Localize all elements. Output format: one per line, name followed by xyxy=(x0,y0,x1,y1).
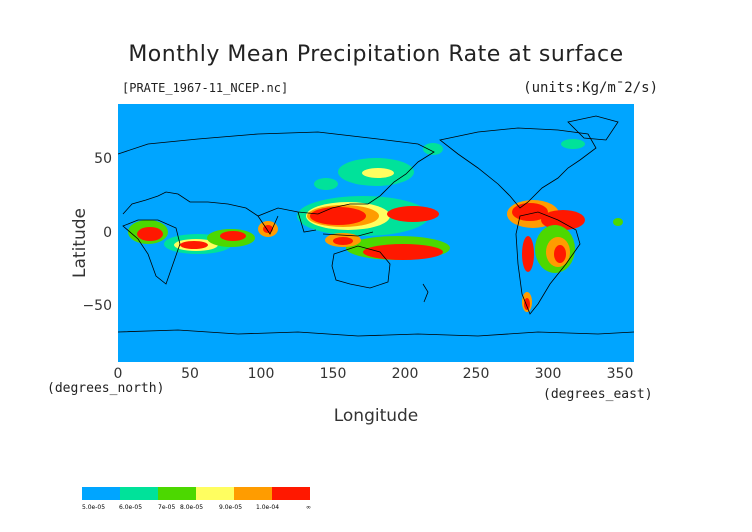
precipitation-patches xyxy=(128,139,623,312)
colorbar-label: 8.0e-05 xyxy=(180,504,204,511)
units-label: (units:Kg/m¯2/s) xyxy=(523,80,658,96)
colorbar-swatch xyxy=(196,487,234,500)
x-unit-label: (degrees_east) xyxy=(543,387,653,402)
y-unit-label: (degrees_north) xyxy=(47,381,165,396)
colorbar-label: 6.0e-05 xyxy=(119,504,143,511)
y-tick-50: 50 xyxy=(94,151,112,167)
x-axis-label: Longitude xyxy=(333,406,419,426)
x-tick-200: 200 xyxy=(391,366,419,382)
file-label: [PRATE_1967-11_NCEP.nc] xyxy=(122,81,289,95)
colorbar-label: 1.0e-04 xyxy=(256,504,280,511)
colorbar-label: ∞ xyxy=(306,504,311,511)
y-axis-label: Latitude xyxy=(70,208,90,278)
colorbar-swatch xyxy=(120,487,158,500)
colorbar-swatch xyxy=(234,487,272,500)
x-tick-300: 300 xyxy=(534,366,562,382)
coastlines xyxy=(118,115,634,337)
colorbar-label: 5.0e-05 xyxy=(82,504,106,511)
colorbar-swatch xyxy=(272,487,310,500)
colorbar xyxy=(82,487,310,500)
colorbar-label: 9.0e-05 xyxy=(219,504,243,511)
x-tick-0: 0 xyxy=(113,366,123,382)
chart-title: Monthly Mean Precipitation Rate at surfa… xyxy=(128,42,624,67)
colorbar-swatch xyxy=(158,487,196,500)
colorbar-label: 7e-05 xyxy=(158,504,176,511)
y-tick-minus-50: −50 xyxy=(82,298,112,314)
precipitation-map xyxy=(118,104,634,362)
colorbar-swatch xyxy=(82,487,120,500)
x-tick-350: 350 xyxy=(606,366,634,382)
x-tick-50: 50 xyxy=(181,366,199,382)
y-tick-0: 0 xyxy=(103,225,112,241)
x-tick-150: 150 xyxy=(319,366,347,382)
x-tick-250: 250 xyxy=(462,366,490,382)
x-tick-100: 100 xyxy=(247,366,275,382)
